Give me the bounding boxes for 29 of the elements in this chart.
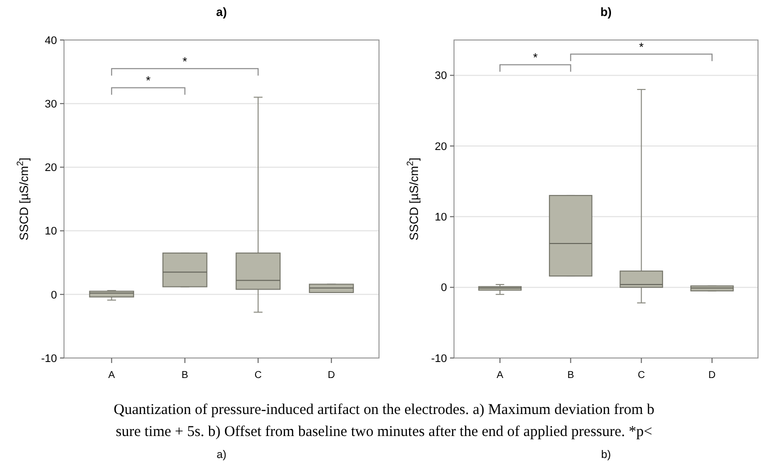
y-tick-label: 0	[440, 282, 447, 294]
y-tick-label: 30	[44, 98, 57, 110]
y-tick-label: 20	[434, 140, 447, 153]
y-tick-label: 40	[44, 34, 57, 47]
x-tick-label: D	[328, 370, 335, 381]
x-tick-label: C	[254, 370, 262, 381]
x-tick-label: B	[182, 370, 189, 381]
x-tick-label: A	[496, 370, 504, 381]
chart-title: b)	[600, 5, 612, 19]
y-tick-label: 10	[44, 226, 57, 238]
annotation: *	[182, 54, 188, 69]
y-tick-label: -10	[431, 352, 447, 365]
y-tick-label: 30	[434, 70, 447, 82]
text: a)	[216, 449, 226, 461]
annotation: *	[639, 40, 644, 54]
y-tick-label: 0	[50, 289, 57, 302]
y-tick-label: -10	[41, 352, 57, 365]
x-tick-label: D	[708, 370, 716, 381]
text: Quantization of pressure-induced artifact on the electrodes. a) Maximum deviation from b	[114, 402, 654, 418]
x-tick-label: A	[108, 370, 116, 381]
text: sure time + 5s. b) Offset from baseline two minutes after the end of applied pressure. *p<	[116, 424, 652, 440]
chart-title: a)	[216, 5, 227, 19]
annotation: *	[532, 50, 538, 65]
x-tick-label: B	[567, 370, 574, 381]
y-tick-label: 20	[44, 162, 57, 174]
y-tick-label: 10	[434, 212, 447, 224]
x-tick-label: C	[638, 370, 645, 381]
annotation: *	[146, 74, 151, 88]
text: b)	[601, 449, 611, 461]
